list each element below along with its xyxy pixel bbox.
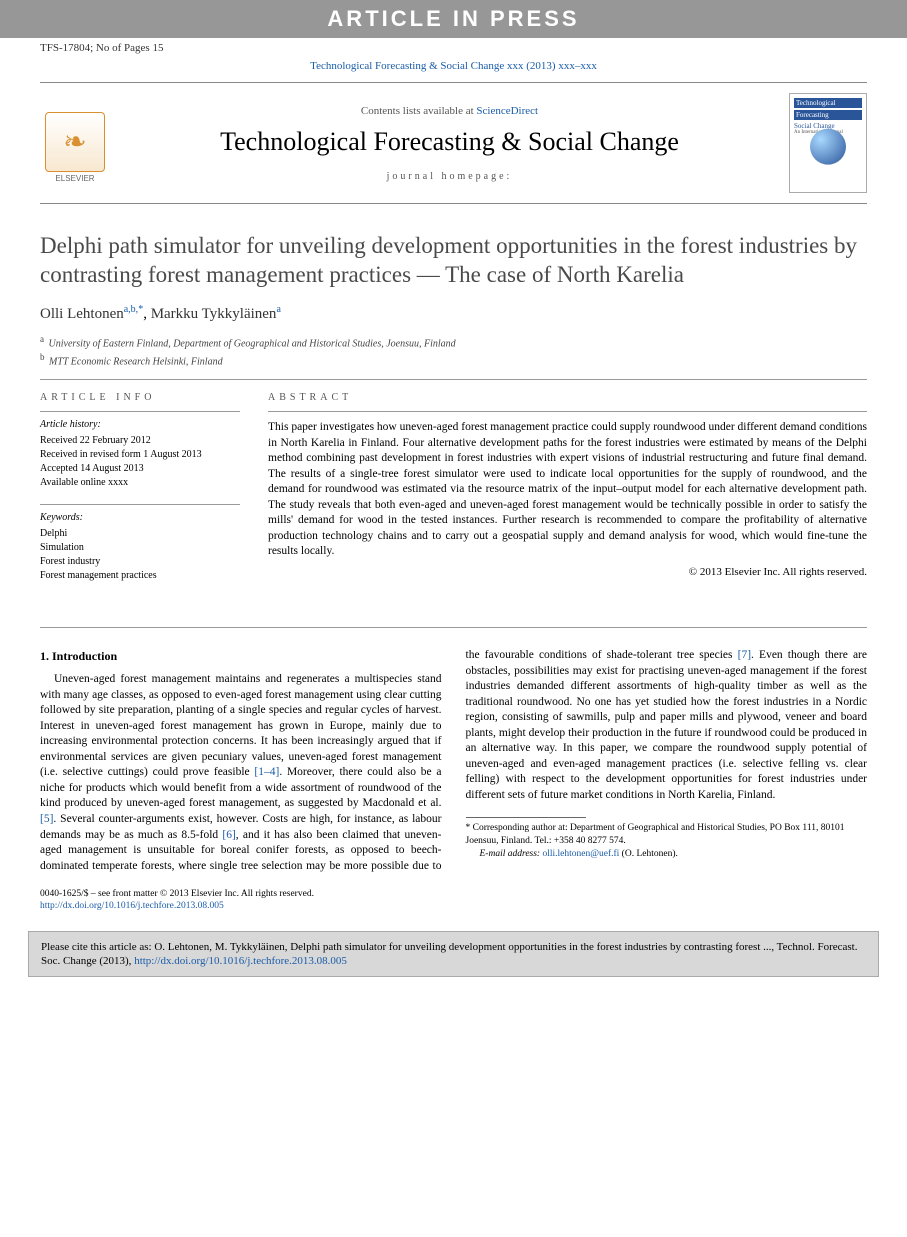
author-name: Olli Lehtonen (40, 306, 124, 322)
abstract-copyright: © 2013 Elsevier Inc. All rights reserved… (268, 566, 867, 578)
contents-list-line: Contents lists available at ScienceDirec… (124, 105, 775, 117)
sciencedirect-link[interactable]: ScienceDirect (476, 105, 538, 117)
in-press-banner: ARTICLE IN PRESS (0, 0, 907, 38)
history-item: Available online xxxx (40, 476, 240, 490)
abstract-heading: abstract (268, 392, 867, 403)
article-info-heading: article info (40, 392, 240, 403)
affiliations: a University of Eastern Finland, Departm… (40, 333, 867, 370)
elsevier-tree-icon: ❧ (45, 112, 105, 172)
footnotes: * Corresponding author at: Department of… (466, 822, 868, 860)
front-matter: 0040-1625/$ – see front matter © 2013 El… (40, 888, 867, 913)
email-link[interactable]: olli.lehtonen@uef.fi (542, 849, 619, 859)
elsevier-text: ELSEVIER (55, 174, 94, 183)
abstract-column: abstract This paper investigates how une… (268, 392, 867, 597)
author-name: Markku Tykkyläinen (151, 306, 277, 322)
keywords-label: Keywords: (40, 511, 240, 525)
body-text: 1. Introduction Uneven-aged forest manag… (40, 648, 867, 874)
citation-link[interactable]: [6] (222, 829, 235, 841)
article-info-column: article info Article history: Received 2… (40, 392, 240, 597)
abstract-text: This paper investigates how uneven-aged … (268, 411, 867, 560)
journal-homepage-label: journal homepage: (124, 171, 775, 182)
doi-link[interactable]: http://dx.doi.org/10.1016/j.techfore.201… (134, 955, 347, 967)
history-item: Accepted 14 August 2013 (40, 462, 240, 476)
history-item: Received 22 February 2012 (40, 434, 240, 448)
journal-title: Technological Forecasting & Social Chang… (124, 127, 775, 157)
history-item: Received in revised form 1 August 2013 (40, 448, 240, 462)
journal-header-box: ❧ ELSEVIER Contents lists available at S… (40, 82, 867, 204)
keyword: Delphi (40, 527, 240, 541)
journal-cover-thumbnail: Technological Forecasting Social Change … (789, 93, 867, 193)
journal-citation-line: Technological Forecasting & Social Chang… (0, 60, 907, 72)
keyword: Forest management practices (40, 569, 240, 583)
citation-link[interactable]: [1–4] (254, 766, 279, 778)
author-list: Olli Lehtonena,b,*, Markku Tykkyläinena (40, 304, 867, 323)
section-heading: 1. Introduction (40, 648, 442, 664)
keyword: Forest industry (40, 555, 240, 569)
doi-link[interactable]: http://dx.doi.org/10.1016/j.techfore.201… (40, 901, 224, 911)
elsevier-logo: ❧ ELSEVIER (40, 103, 110, 183)
keyword: Simulation (40, 541, 240, 555)
citation-box: Please cite this article as: O. Lehtonen… (28, 931, 879, 978)
citation-link[interactable]: [7] (738, 649, 751, 661)
history-label: Article history: (40, 418, 240, 432)
corresponding-author: Corresponding author at: Department of G… (466, 823, 845, 846)
manuscript-ref-id: TFS-17804; No of Pages 15 (40, 42, 163, 54)
article-title: Delphi path simulator for unveiling deve… (40, 232, 867, 290)
citation-link[interactable]: [5] (40, 813, 53, 825)
